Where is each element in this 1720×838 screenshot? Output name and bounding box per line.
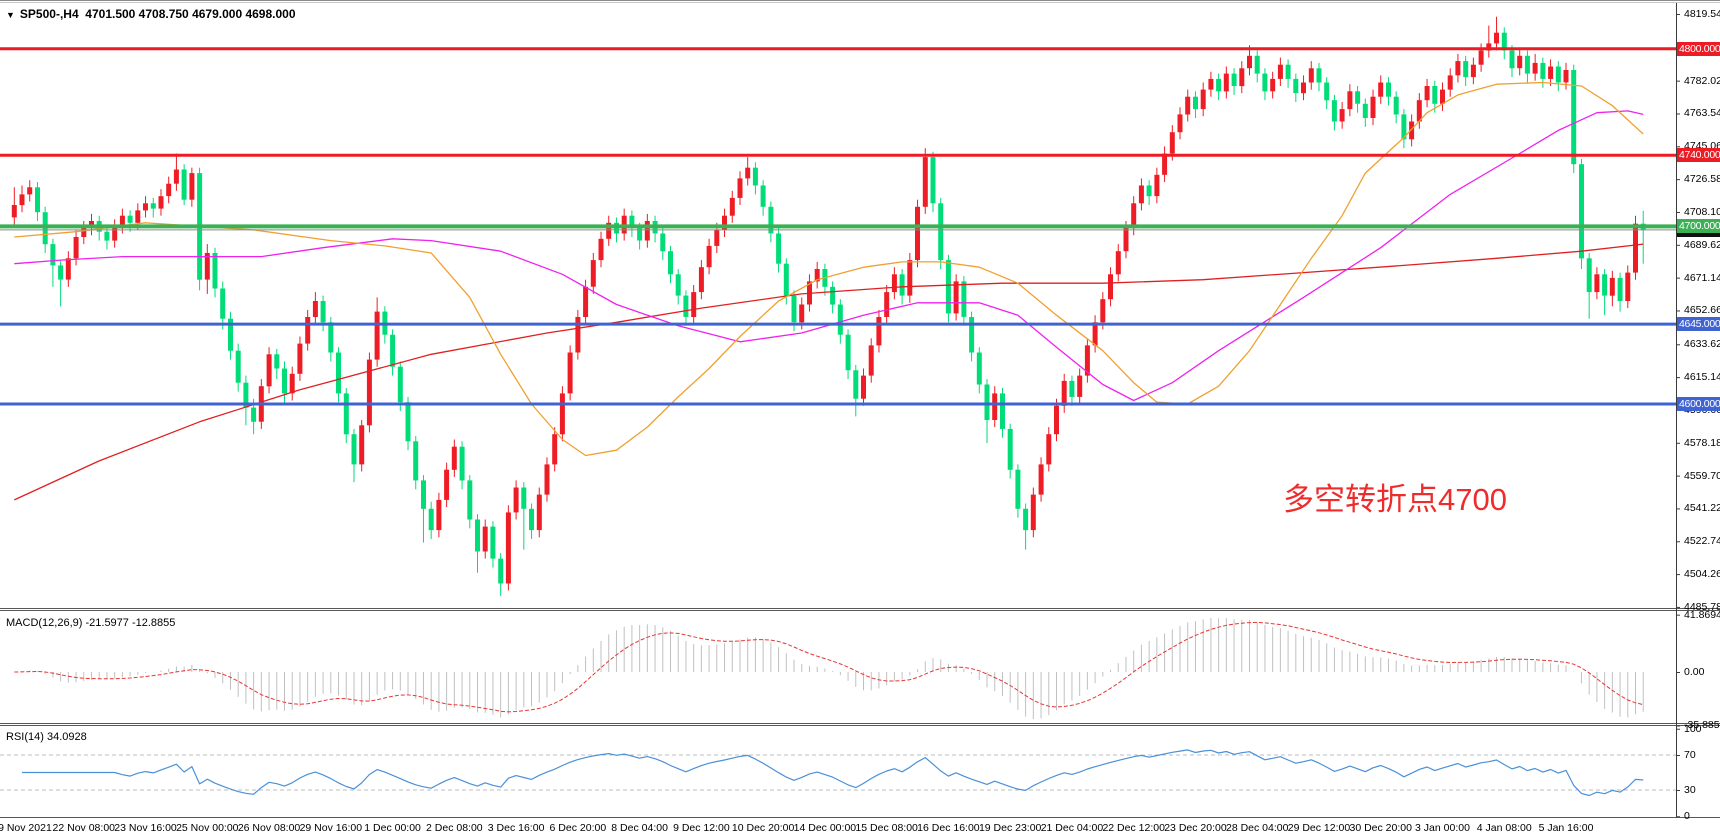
time-axis-label: 8 Dec 04:00: [611, 822, 668, 834]
macd-axis-label: 0.00: [1684, 666, 1705, 678]
price-tick-label: 4559.700: [1684, 469, 1720, 482]
price-tick-label: 4782.020: [1684, 74, 1720, 87]
time-axis-label: 23 Nov 16:00: [114, 822, 177, 834]
time-axis-label: 6 Dec 20:00: [549, 822, 607, 834]
medium-ma-line: [14, 110, 1644, 402]
time-axis-label: 4 Jan 08:00: [1476, 822, 1532, 834]
price-tick-label: 4671.140: [1684, 271, 1720, 284]
time-axis-label: 23 Dec 20:00: [1164, 822, 1227, 834]
time-axis-label: 19 Dec 23:00: [978, 822, 1042, 834]
slow-ma-line: [14, 243, 1644, 501]
time-axis-label: 10 Dec 20:00: [731, 822, 795, 834]
rsi-line: [22, 749, 1644, 797]
price-tick-label: 4763.540: [1684, 107, 1720, 120]
time-axis-label: 14 Dec 00:00: [793, 822, 857, 834]
chart-dropdown-icon: ▼: [6, 10, 15, 20]
price-tick-label: 4708.100: [1684, 205, 1720, 218]
rsi-value: 34.0928: [46, 731, 87, 743]
rsi-name: RSI(14): [6, 731, 44, 743]
rsi-axis-label: 100: [1684, 722, 1702, 735]
time-axis-label: 22 Nov 08:00: [52, 822, 115, 834]
price-tick-label: 4689.620: [1684, 238, 1720, 251]
chart-title: ▼ SP500-,H4 4701.500 4708.750 4679.000 46…: [6, 7, 296, 21]
chart-symbol-timeframe: SP500-,H4: [19, 7, 79, 21]
time-axis-label: 9 Dec 12:00: [673, 822, 730, 834]
candles-layer: [11, 16, 1646, 596]
level-price-tag-4600.000: 4600.000: [1677, 397, 1720, 411]
macd-indicator-label: MACD(12,26,9) -21.5977 -12.8855: [6, 617, 175, 629]
price-tick-label: 4485.780: [1684, 600, 1720, 613]
time-axis-label: 22 Dec 12:00: [1102, 822, 1165, 834]
price-tick-label: 4819.540: [1684, 7, 1720, 20]
macd-signal-line: [14, 621, 1644, 713]
time-axis-label: 1 Dec 00:00: [364, 822, 421, 834]
rsi-axis-label: 70: [1684, 749, 1696, 761]
price-tick-label: 4541.220: [1684, 502, 1720, 515]
price-tick-label: 4652.660: [1684, 304, 1720, 317]
chart-ohlc-values: 4701.500 4708.750 4679.000 4698.000: [85, 7, 296, 21]
time-axis-label: 29 Nov 16:00: [299, 822, 363, 834]
time-axis-label: 26 Nov 08:00: [237, 822, 301, 834]
time-axis-label: 15 Dec 08:00: [855, 822, 918, 834]
rsi-axis-label: 30: [1684, 784, 1696, 796]
rsi-axis-label: 0: [1684, 810, 1690, 823]
level-price-tag-4800.000: 4800.000: [1677, 41, 1720, 56]
time-axis-label: 5 Jan 16:00: [1538, 822, 1594, 834]
price-tick-label: 4578.180: [1684, 436, 1720, 449]
time-axis-label: 2 Dec 08:00: [426, 822, 483, 834]
time-axis-label: 3 Jan 00:00: [1415, 822, 1470, 834]
level-price-tag-4740.000: 4740.000: [1677, 148, 1720, 163]
time-axis-label: 3 Dec 16:00: [487, 822, 545, 834]
time-axis-label: 19 Nov 2021: [0, 822, 52, 834]
rsi-indicator-label: RSI(14) 34.0928: [6, 731, 87, 743]
time-axis-label: 21 Dec 04:00: [1040, 822, 1104, 834]
macd-axis-label: -35.8856: [1684, 719, 1720, 732]
level-price-tag-4700.000: 4700.000: [1677, 219, 1720, 234]
price-tick-label: 4504.260: [1684, 568, 1720, 581]
level-price-tag-4645.000: 4645.000: [1677, 317, 1720, 332]
time-axis-label: 30 Dec 20:00: [1349, 822, 1412, 834]
price-tick-label: 4615.140: [1684, 371, 1720, 384]
price-tick-label: 4522.740: [1684, 535, 1720, 548]
fast-ma-line: [14, 81, 1644, 457]
macd-values: -21.5977 -12.8855: [85, 617, 176, 629]
time-axis-label: 29 Dec 12:00: [1287, 822, 1351, 834]
chart-annotation[interactable]: 多空转折点4700: [1283, 482, 1507, 517]
time-axis-label: 16 Dec 16:00: [917, 822, 980, 834]
price-tick-label: 4726.580: [1684, 173, 1720, 186]
macd-name: MACD(12,26,9): [6, 617, 83, 629]
time-axis-label: 28 Dec 04:00: [1225, 822, 1289, 834]
macd-histogram: [21, 618, 1644, 719]
price-tick-label: 4633.620: [1684, 338, 1720, 351]
time-axis-label: 25 Nov 00:00: [176, 822, 239, 834]
macd-axis-label: 41.8694: [1684, 608, 1720, 621]
